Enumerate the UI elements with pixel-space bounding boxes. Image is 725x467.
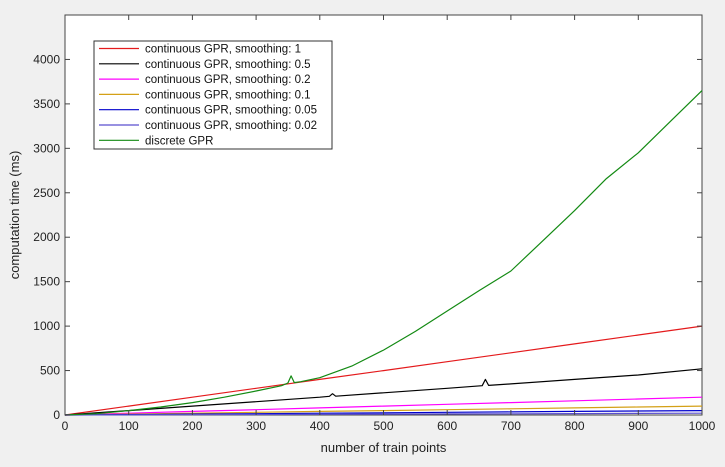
x-tick-label: 400 [310, 419, 330, 433]
x-tick-label: 500 [373, 419, 393, 433]
y-tick-label: 3000 [33, 141, 60, 155]
x-tick-label: 700 [501, 419, 521, 433]
x-tick-label: 600 [437, 419, 457, 433]
legend-label: continuous GPR, smoothing: 0.5 [145, 59, 311, 71]
x-axis-label: number of train points [321, 440, 447, 455]
x-tick-label: 800 [565, 419, 585, 433]
y-axis-label: computation time (ms) [7, 151, 22, 280]
x-tick-label: 900 [628, 419, 648, 433]
y-tick-label: 1500 [33, 275, 60, 289]
series-line-continuous-gpr-smoothing-1 [64, 325, 703, 416]
legend-label: continuous GPR, smoothing: 0.2 [145, 74, 311, 86]
y-tick-label: 3500 [33, 97, 60, 111]
legend: continuous GPR, smoothing: 1 continuous G… [93, 40, 333, 150]
legend-label: continuous GPR, smoothing: 0.1 [145, 89, 311, 101]
x-tick-label: 1000 [689, 419, 716, 433]
series-line-discrete-gpr [64, 90, 703, 416]
y-tick-label: 4000 [33, 52, 60, 66]
x-tick-label: 200 [182, 419, 202, 433]
x-tick-label: 100 [119, 419, 139, 433]
x-tick-label: 300 [246, 419, 266, 433]
legend-label: discrete GPR [145, 135, 213, 147]
legend-label: continuous GPR, smoothing: 0.05 [145, 105, 317, 117]
series-line-continuous-gpr-smoothing-0-5 [64, 368, 703, 416]
y-tick-label: 500 [40, 364, 60, 378]
tick-layer: 0 100 200 300 400 500 600 700 800 900 1000 0 500 1000… [33, 15, 716, 433]
legend-label: continuous GPR, smoothing: 1 [145, 44, 301, 56]
series-line-continuous-gpr-smoothing-0-2 [64, 396, 703, 416]
x-tick-label: 0 [62, 419, 69, 433]
legend-label: continuous GPR, smoothing: 0.02 [145, 120, 317, 132]
y-tick-label: 1000 [33, 319, 60, 333]
y-tick-label: 0 [53, 408, 60, 422]
y-tick-label: 2000 [33, 230, 60, 244]
y-tick-label: 2500 [33, 186, 60, 200]
